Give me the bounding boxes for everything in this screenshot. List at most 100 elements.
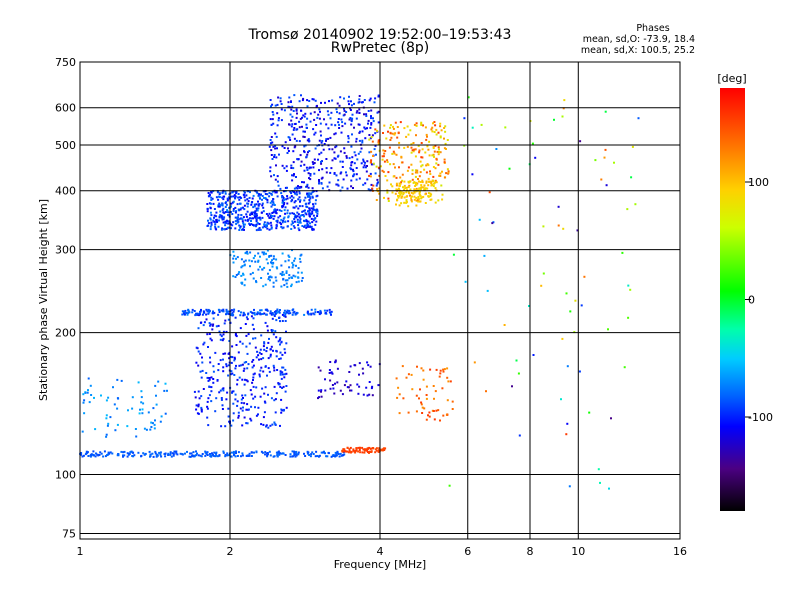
scatter-point [387,197,390,200]
scatter-point [402,191,405,194]
scatter-point [411,388,414,391]
scatter-point [364,137,367,140]
scatter-point [160,415,163,418]
scatter-point [369,365,372,368]
scatter-point [260,193,262,196]
scatter-point [432,147,435,149]
scatter-point [281,145,284,148]
scatter-point [217,225,220,228]
scatter-point [279,424,281,427]
scatter-point [320,162,323,165]
scatter-point [266,221,269,224]
scatter-point [431,409,434,412]
scatter-point [446,367,449,370]
scatter-point [212,317,215,320]
scatter-point [303,163,306,166]
scatter-point [403,196,406,199]
scatter-point [248,196,251,199]
scatter-point [234,206,237,209]
scatter-point [232,221,235,224]
scatter-point [236,378,239,381]
scatter-point [281,387,284,389]
scatter-point [196,452,198,455]
scatter-point [274,423,277,426]
scatter-point [87,377,90,380]
scatter-point [423,184,426,187]
scatter-point [339,160,342,163]
scatter-point [534,156,537,159]
scatter-point [278,310,281,313]
scatter-point [257,259,260,262]
scatter-point [420,124,423,126]
scatter-point [407,190,410,193]
scatter-point [281,164,284,167]
scatter-point [368,446,371,449]
scatter-point [630,176,633,179]
scatter-point [357,450,360,453]
scatter-point [269,170,272,173]
scatter-point [389,139,392,141]
scatter-point [627,316,630,319]
scatter-point [250,220,252,222]
scatter-point [242,314,245,317]
scatter-point [282,278,285,281]
scatter-point [399,121,402,124]
scatter-point [280,411,283,414]
y-tick-label: 100 [55,469,76,482]
scatter-point [353,126,355,129]
scatter-point [289,113,292,116]
scatter-point [287,101,290,104]
scatter-point [242,272,244,275]
scatter-point [237,411,240,414]
scatter-point [382,170,385,173]
scatter-point [271,265,274,268]
scatter-point [243,312,245,315]
scatter-point [420,367,423,370]
scatter-point [279,372,282,375]
scatter-point [308,195,311,198]
scatter-point [401,365,404,368]
scatter-point [412,192,415,195]
scatter-point [227,364,230,367]
scatter-point [317,366,320,369]
scatter-point [255,203,258,206]
scatter-point [405,199,408,202]
scatter-point [310,207,313,210]
scatter-point [421,156,424,159]
scatter-point [277,119,280,122]
scatter-point [588,411,591,414]
scatter-point [418,187,421,190]
scatter-point [296,221,299,224]
scatter-point [145,428,148,431]
scatter-point [295,454,298,457]
scatter-point [437,131,440,134]
x-tick-label: 8 [527,545,534,558]
scatter-point [428,411,431,414]
scatter-point [250,203,253,206]
scatter-point [443,161,446,164]
scatter-point [245,334,248,337]
scatter-point [243,361,246,364]
scatter-point [280,108,283,111]
scatter-point [154,384,157,387]
scatter-point [392,125,394,128]
scatter-point [293,173,295,176]
scatter-point [275,319,278,322]
scatter-point [447,170,450,173]
scatter-point [334,157,337,160]
scatter-point [343,97,345,100]
scatter-point [208,322,211,325]
scatter-point [275,279,278,282]
y-tick-label: 600 [55,102,76,115]
scatter-point [246,250,249,253]
scatter-point [365,170,368,173]
scatter-point [235,274,238,276]
scatter-point [374,97,377,100]
scatter-point [263,400,266,403]
scatter-point [219,338,222,341]
scatter-point [241,424,244,427]
scatter-point [196,412,199,415]
scatter-point [434,167,437,170]
scatter-point [239,196,242,199]
scatter-point [271,103,274,106]
